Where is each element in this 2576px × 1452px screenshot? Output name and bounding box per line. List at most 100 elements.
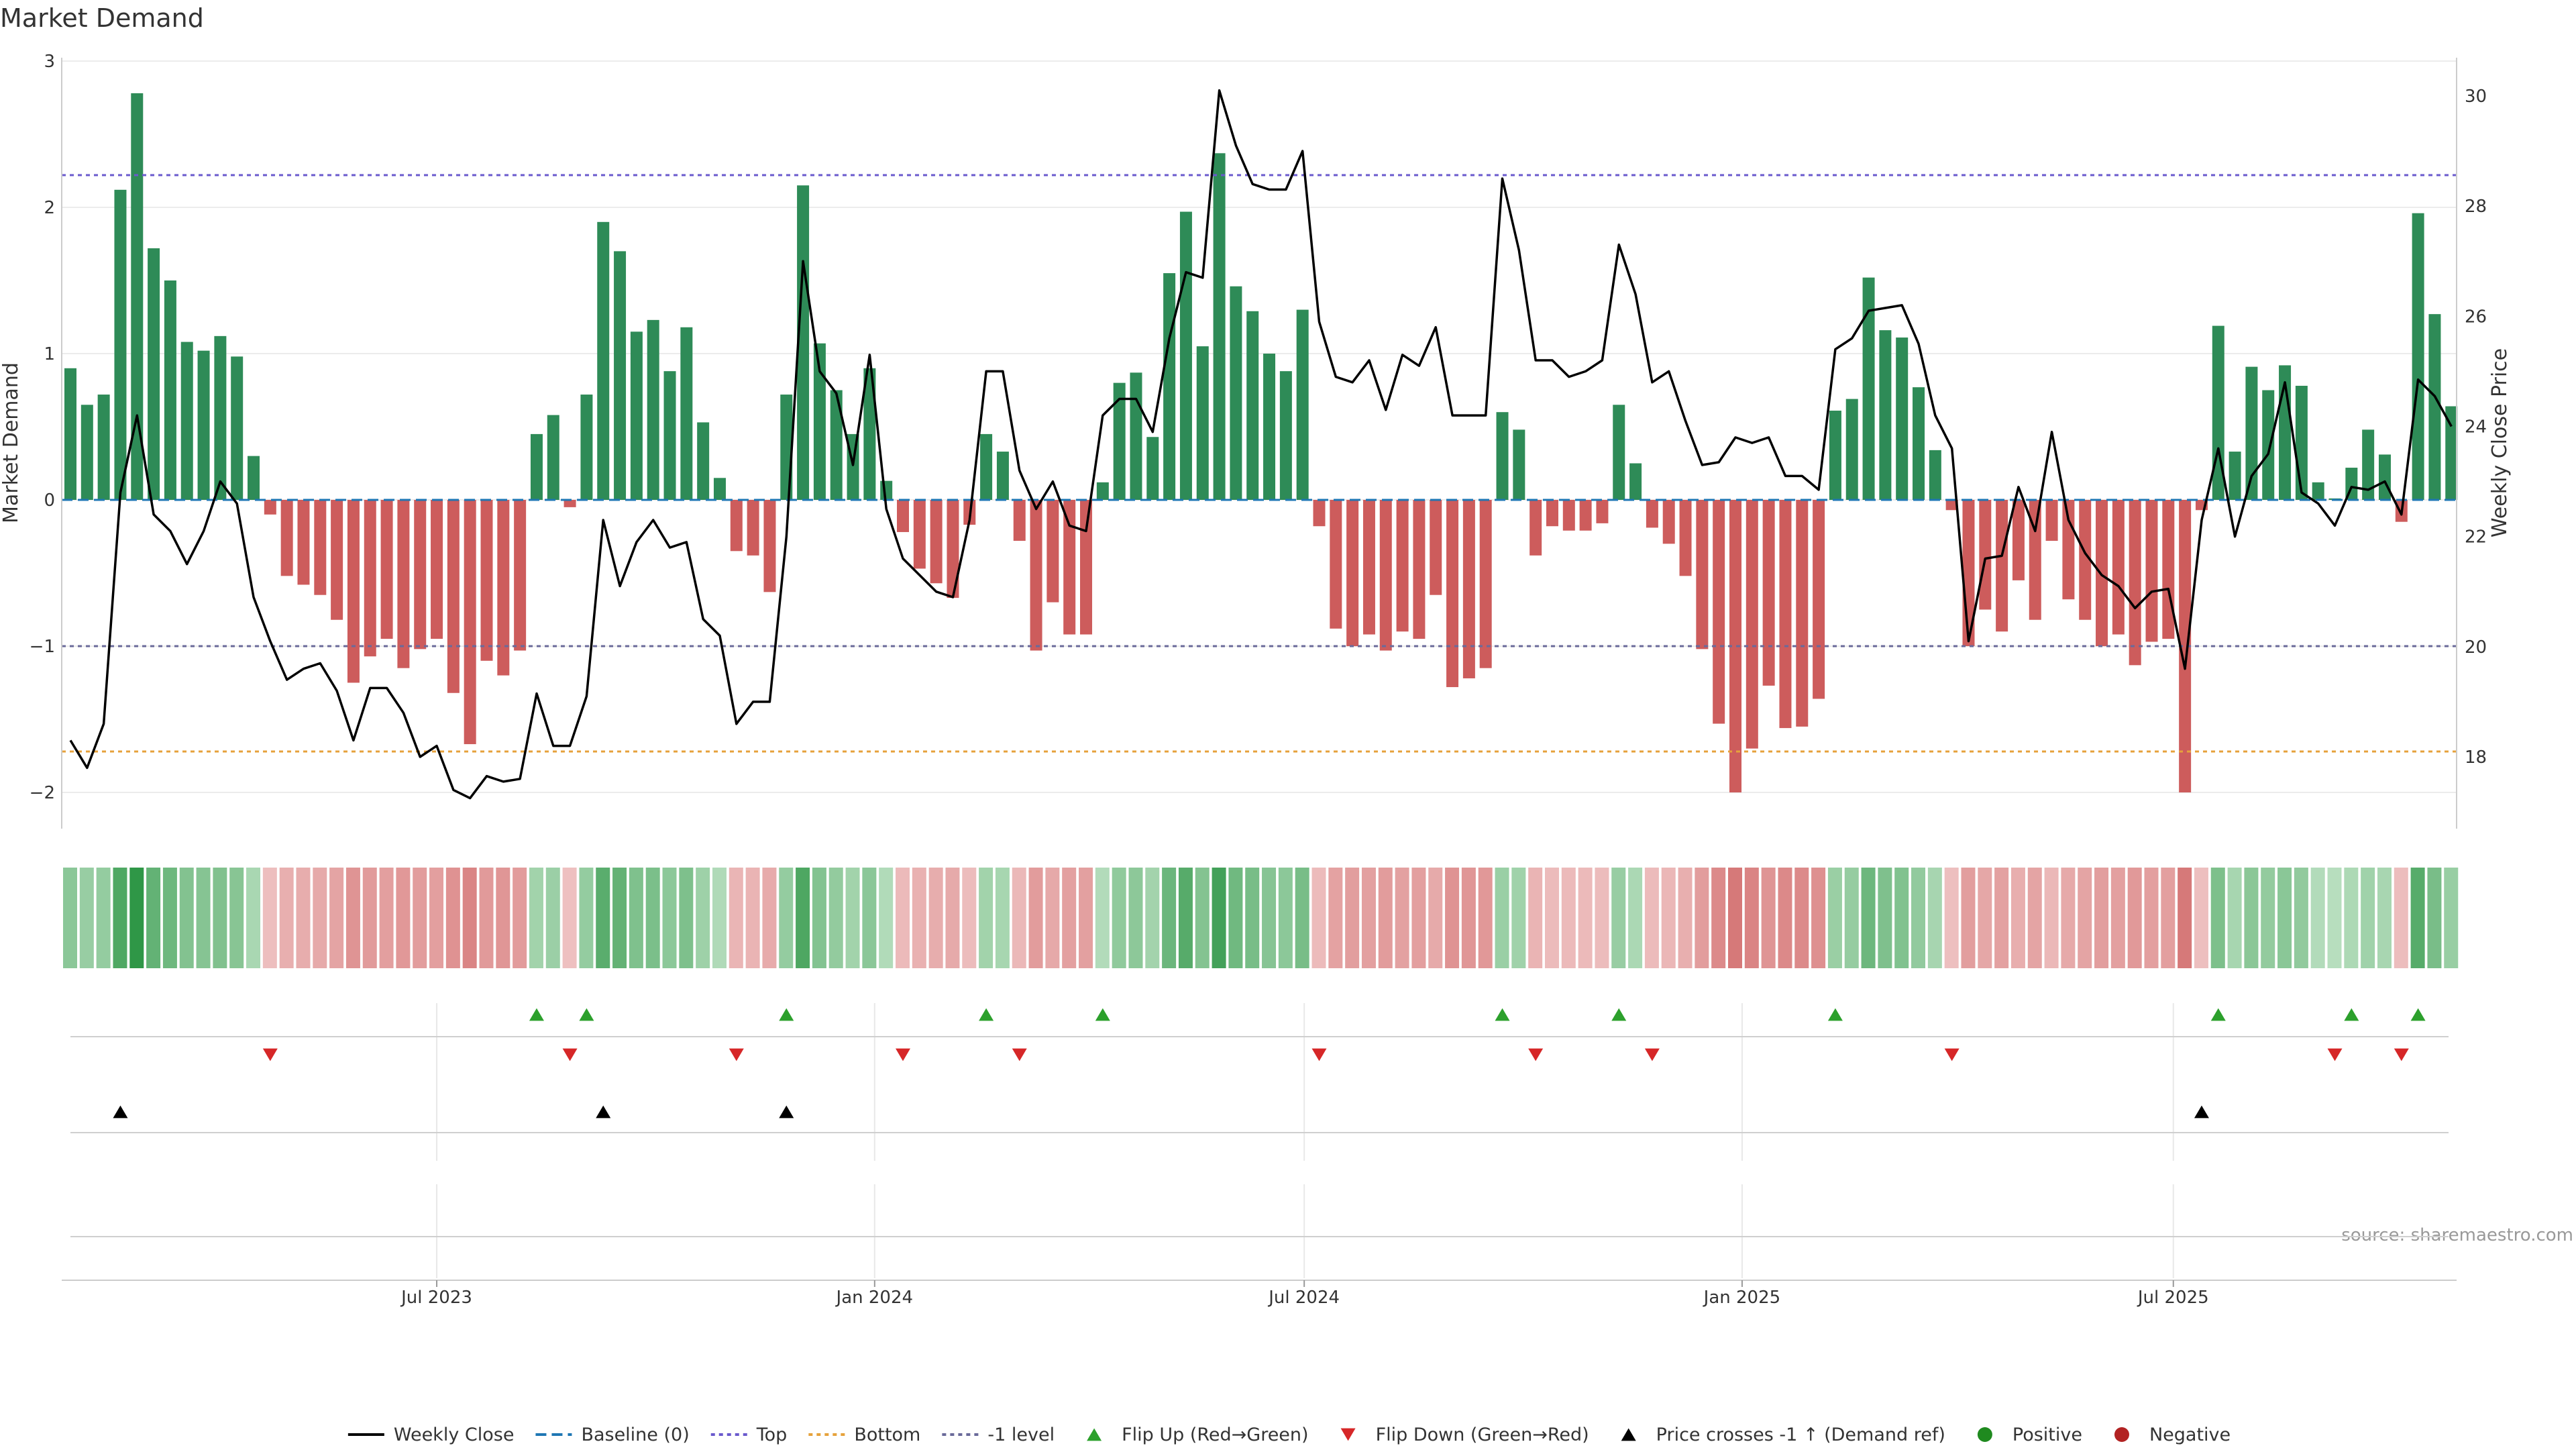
heat-cell — [2261, 868, 2275, 968]
demand-bar — [913, 500, 926, 569]
heat-cell — [1944, 868, 1959, 968]
demand-bar — [364, 500, 376, 657]
heat-cell — [2227, 868, 2242, 968]
flip-up-marker — [2410, 1008, 2426, 1021]
demand-bar — [813, 343, 826, 500]
heat-cell — [429, 868, 444, 968]
heat-cell — [413, 868, 427, 968]
demand-bar — [480, 500, 493, 661]
price-cross-marker — [2194, 1105, 2209, 1119]
heat-cell — [1079, 868, 1093, 968]
y2-tick-label: 22 — [2465, 527, 2487, 548]
y-axis-label: Market Demand — [0, 362, 23, 523]
heat-cell — [545, 868, 560, 968]
legend-label: Negative — [2149, 1424, 2231, 1445]
demand-bar — [1430, 500, 1442, 595]
y2-tick-label: 24 — [2465, 417, 2487, 437]
demand-bar — [530, 433, 543, 500]
heat-cell — [2078, 868, 2092, 968]
demand-bar — [1496, 412, 1509, 500]
heat-cell — [1445, 868, 1460, 968]
flip-up-marker — [2210, 1008, 2226, 1021]
flip-up-marker — [1095, 1008, 1110, 1021]
demand-bar — [64, 368, 76, 500]
flip-up-marker — [1827, 1008, 1843, 1021]
demand-bar — [1679, 500, 1692, 576]
demand-bar — [1762, 500, 1775, 686]
legend: Weekly Close Baseline (0) Top Bottom -1 leve… — [347, 1424, 2231, 1445]
heat-cell — [1878, 868, 1892, 968]
demand-bar — [1046, 500, 1059, 603]
heat-cell — [262, 868, 277, 968]
heat-cell — [96, 868, 111, 968]
heat-cell — [1778, 868, 1792, 968]
demand-bar — [1579, 500, 1592, 531]
demand-bar — [1696, 500, 1709, 650]
demand-bar — [564, 500, 576, 507]
demand-bar — [297, 500, 310, 585]
heat-cell — [1345, 868, 1360, 968]
y-tick-label: 2 — [44, 198, 55, 218]
heat-cell — [1628, 868, 1643, 968]
demand-bar — [2096, 500, 2108, 646]
heat-cell — [1212, 868, 1226, 968]
demand-bar — [1845, 399, 1858, 500]
demand-bar — [197, 350, 210, 500]
heat-cell — [246, 868, 261, 968]
demand-bar — [114, 189, 127, 500]
heat-cell — [1811, 868, 1826, 968]
heat-cell — [712, 868, 727, 968]
demand-bar — [1862, 277, 1875, 500]
x-tick-label: Jul 2023 — [400, 1288, 472, 1308]
demand-bar — [663, 371, 676, 500]
reference-lines — [62, 174, 2457, 753]
source-note: source: sharemaestro.com — [2341, 1225, 2573, 1245]
flip-down-marker — [1944, 1048, 1960, 1061]
grid-layer — [62, 60, 2457, 1278]
y2-tick-label: 18 — [2465, 747, 2487, 768]
demand-bar — [2012, 500, 2025, 580]
demand-bar — [680, 327, 693, 500]
demand-bar — [1330, 500, 1342, 629]
heat-cell — [2194, 868, 2208, 968]
demand-bar — [880, 480, 893, 500]
heat-cell — [2361, 868, 2375, 968]
demand-bar — [2362, 429, 2375, 500]
demand-bar — [380, 500, 393, 639]
demand-bar — [1163, 273, 1176, 500]
flip-down-marker — [2394, 1048, 2409, 1061]
heat-cell — [745, 868, 760, 968]
demand-bar — [1479, 500, 1492, 668]
demand-bar — [464, 500, 476, 745]
demand-bar — [1896, 338, 1909, 500]
heat-cell — [113, 868, 127, 968]
heat-cell — [779, 868, 794, 968]
heat-cell — [1611, 868, 1626, 968]
heat-cell — [1145, 868, 1160, 968]
heat-cell — [2210, 868, 2225, 968]
demand-bar — [1913, 387, 1925, 500]
heat-cell — [362, 868, 377, 968]
heat-cell — [1528, 868, 1543, 968]
heat-cell — [796, 868, 810, 968]
heat-cell — [496, 868, 511, 968]
y-tick-label: 1 — [44, 344, 55, 364]
heat-cell — [612, 868, 627, 968]
heat-cell — [1794, 868, 1809, 968]
heat-cell — [1062, 868, 1077, 968]
heat-cell — [479, 868, 494, 968]
x-tick-label: Jul 2024 — [1267, 1288, 1340, 1308]
heat-cell — [1012, 868, 1026, 968]
heat-cell — [1861, 868, 1876, 968]
heat-cell — [162, 868, 177, 968]
x-tick-label: Jul 2025 — [2137, 1288, 2209, 1308]
demand-bar — [1562, 500, 1575, 531]
heat-cell — [1195, 868, 1210, 968]
y2-tick-label: 30 — [2465, 87, 2487, 107]
heat-cell — [629, 868, 643, 968]
heat-cell — [912, 868, 926, 968]
demand-bar — [131, 93, 144, 500]
flip-down-marker — [2327, 1048, 2343, 1061]
demand-bar — [580, 395, 593, 500]
demand-bar — [1929, 450, 1941, 500]
